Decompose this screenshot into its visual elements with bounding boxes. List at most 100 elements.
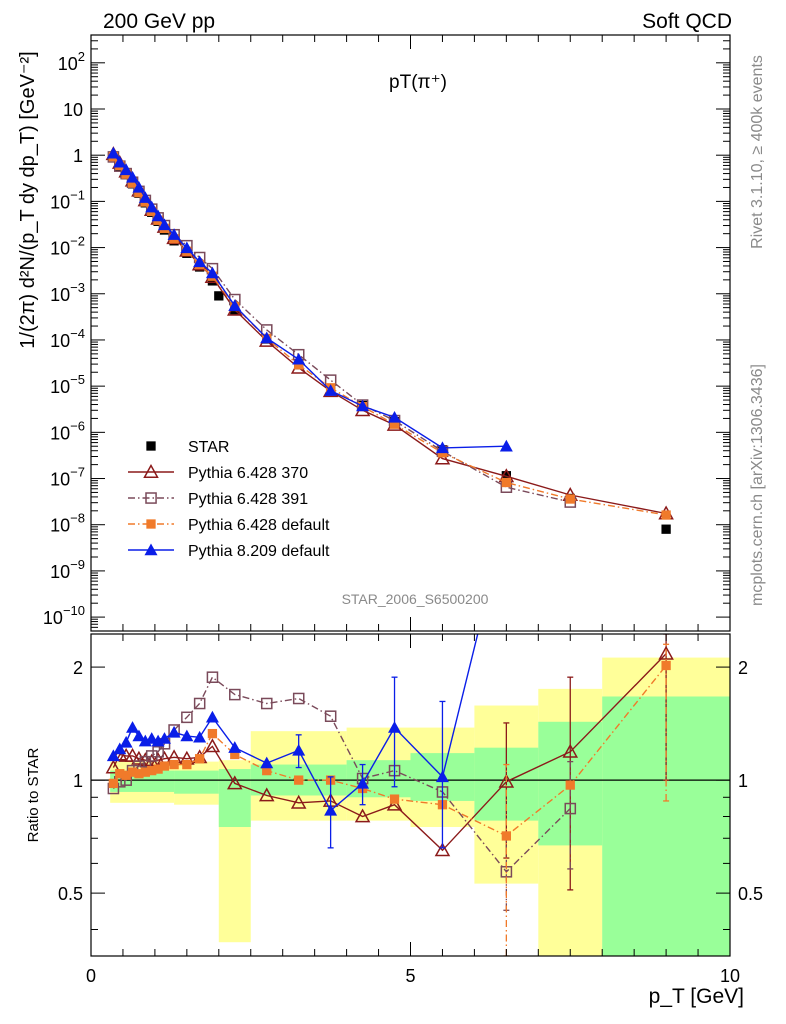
- ratio-data-point: [153, 764, 163, 774]
- ratio-data-point: [152, 745, 164, 758]
- main-data-point: [119, 163, 133, 176]
- ratio-data-point: [227, 775, 243, 790]
- ratio-data-point: [388, 721, 402, 733]
- main-data-point: [167, 228, 181, 240]
- main-data-point: [132, 180, 146, 193]
- ratio-y-axis-label: Ratio to STAR: [25, 747, 42, 842]
- ratio-data-point: [386, 796, 403, 811]
- ratio-data-point: [354, 808, 371, 823]
- ratio-y-tick-label-right: 1: [738, 771, 748, 791]
- ratio-data-point: [564, 802, 577, 815]
- main-data-point: [214, 291, 224, 301]
- ratio-data-point: [290, 794, 307, 809]
- ratio-data-point: [194, 754, 205, 764]
- main-y-tick-label: 10−5: [50, 372, 85, 397]
- main-data-point: [180, 241, 194, 254]
- ratio-data-point: [262, 765, 272, 776]
- main-y-axis-label: 1/(2π) d²N/(p_T dy dp_T) [GeV⁻²]: [17, 51, 39, 348]
- legend: STAR Pythia 6.428 370 Pythia 6.428 391 Pyth…: [128, 439, 330, 560]
- legend-marker: [146, 441, 156, 451]
- ratio-data-point: [500, 511, 513, 523]
- ratio-data-point: [207, 728, 218, 739]
- ratio-data-point: [501, 831, 512, 841]
- main-y-tick-label: 10−9: [50, 557, 85, 582]
- ratio-data-point: [169, 759, 179, 770]
- ratio-data-point: [258, 787, 275, 802]
- x-tick-label: 0: [86, 966, 96, 986]
- main-y-tick-label: 10−2: [50, 234, 85, 259]
- legend-entry-label: Pythia 6.428 370: [188, 465, 308, 482]
- ratio-data-point: [119, 735, 133, 748]
- ratio-data-point: [121, 770, 131, 780]
- main-y-tick-label: 10−6: [50, 418, 85, 443]
- main-panel-axes: 10−10 10−9 10−8 10−7 10−6 10−5 10−4 10−3 10−2 10−…: [43, 34, 731, 631]
- legend-entry-label: Pythia 6.428 default: [188, 517, 330, 534]
- main-data-point: [565, 494, 575, 504]
- main-data-point: [661, 524, 671, 534]
- ratio-data-point: [435, 770, 449, 783]
- main-data-point: [113, 155, 127, 168]
- ratio-data-point: [113, 742, 127, 755]
- legend-marker: [143, 463, 159, 478]
- ratio-data-point: [180, 729, 194, 742]
- main-panel-frame: [90, 34, 731, 632]
- ratio-data-point: [565, 780, 575, 790]
- ratio-data-point: [229, 688, 241, 701]
- ratio-y-tick-label-right: 2: [738, 658, 748, 678]
- ratio-data-point: [105, 759, 122, 774]
- ratio-data-point: [106, 749, 120, 762]
- main-data-point: [193, 255, 207, 268]
- ratio-data-point: [260, 756, 274, 769]
- legend-marker: [146, 519, 156, 529]
- main-data-point: [260, 331, 274, 344]
- ratio-y-tick-label-right: 0.5: [738, 884, 763, 904]
- ratio-data-point: [260, 697, 273, 710]
- main-series-line: [112, 153, 667, 515]
- ratio-data-point: [182, 759, 192, 770]
- ratio-data-point: [205, 710, 219, 723]
- main-series-line: [112, 156, 667, 516]
- main-data-point: [145, 200, 159, 213]
- legend-marker: [145, 492, 157, 504]
- legend-entry-label: Pythia 6.428 391: [188, 491, 308, 508]
- ratio-data-point: [292, 743, 306, 756]
- ratio-panel-bands: [91, 657, 730, 956]
- ratio-data-point: [181, 711, 193, 724]
- main-data-point: [228, 299, 242, 311]
- main-y-tick-label: 10−3: [50, 280, 85, 305]
- ratio-data-point: [389, 794, 400, 804]
- main-data-point: [205, 266, 219, 279]
- ratio-data-point: [157, 732, 171, 744]
- main-series-line: [112, 152, 507, 449]
- ratio-inner-band: [218, 769, 251, 828]
- ratio-data-point: [140, 767, 150, 777]
- ratio-data-point: [206, 671, 219, 684]
- main-data-point: [157, 218, 171, 231]
- main-data-point: [294, 360, 304, 370]
- main-panel-series: [105, 146, 674, 534]
- ratio-data-point: [167, 725, 181, 738]
- ratio-data-point: [228, 741, 242, 753]
- ratio-panel-frame: [90, 633, 731, 957]
- header-right-label: Soft QCD: [642, 10, 732, 33]
- ratio-data-point: [159, 761, 170, 771]
- ratio-inner-band: [174, 770, 219, 794]
- ratio-data-point: [356, 776, 370, 789]
- ratio-y-tick-label: 1: [73, 771, 83, 791]
- main-series-1: [105, 146, 674, 520]
- ratio-data-point: [661, 660, 671, 671]
- ratio-y-tick-label: 0.5: [58, 884, 83, 904]
- main-data-point: [126, 170, 140, 183]
- analysis-watermark: STAR_2006_S6500200: [342, 591, 489, 607]
- main-data-point: [435, 441, 449, 454]
- legend-entry-label: Pythia 8.209 default: [188, 543, 330, 560]
- main-data-point: [106, 146, 120, 159]
- main-y-tick-label: 1: [73, 146, 83, 166]
- main-data-point: [501, 477, 512, 488]
- main-y-tick-label: 10−8: [50, 511, 85, 536]
- ratio-data-point: [193, 730, 207, 743]
- ratio-data-point: [147, 765, 157, 776]
- mcplots-label: mcplots.cern.ch [arXiv:1306.3436]: [749, 364, 766, 606]
- x-tick-label: 5: [405, 966, 415, 986]
- main-data-point: [661, 510, 671, 520]
